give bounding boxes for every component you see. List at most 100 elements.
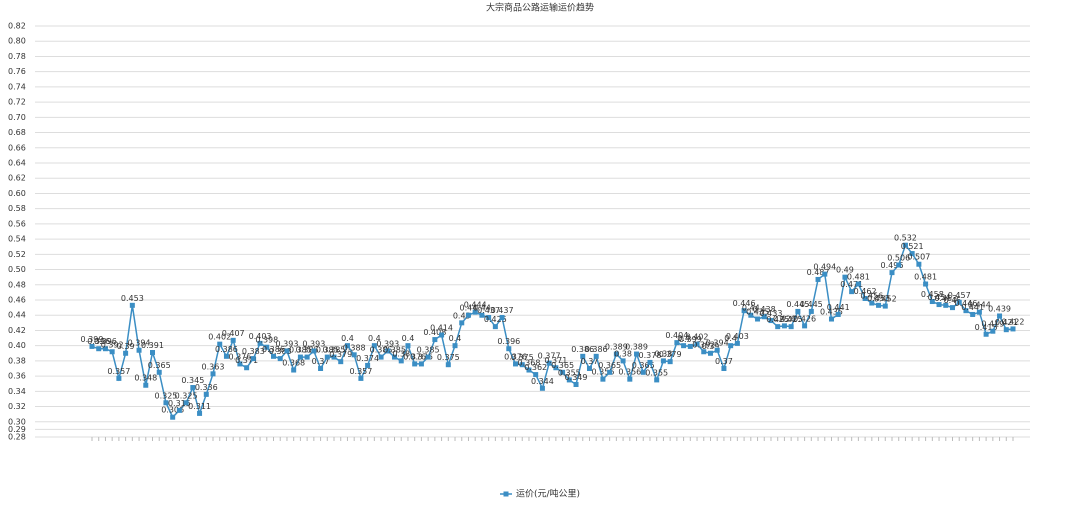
data-point	[492, 324, 498, 330]
data-label: 0.368	[518, 359, 541, 368]
y-tick-label: 0.64	[8, 159, 26, 168]
data-point	[465, 312, 471, 318]
data-label: 0.452	[874, 295, 897, 304]
y-tick-label: 0.48	[8, 280, 26, 289]
data-label: 0.532	[894, 234, 917, 243]
data-point	[425, 354, 431, 360]
data-label: 0.45	[944, 296, 962, 305]
data-label: 0.345	[181, 376, 204, 385]
data-label: 0.4	[402, 334, 415, 343]
data-point	[344, 343, 350, 349]
data-label: 0.365	[551, 361, 574, 370]
data-label: 0.402	[686, 333, 709, 342]
y-tick-label: 0.60	[8, 189, 26, 198]
data-label: 0.441	[827, 303, 850, 312]
data-label: 0.403	[726, 332, 749, 341]
data-label: 0.437	[491, 306, 514, 315]
data-point	[143, 382, 149, 388]
data-point	[627, 376, 633, 382]
data-label: 0.325	[154, 391, 177, 400]
data-point	[640, 369, 646, 375]
data-point	[560, 369, 566, 375]
data-point	[855, 281, 861, 287]
data-label: 0.357	[349, 367, 372, 376]
data-label: 0.394	[128, 339, 151, 348]
data-label: 0.454	[928, 293, 951, 302]
data-point	[338, 359, 344, 365]
data-label: 0.386	[585, 345, 608, 354]
data-point	[949, 305, 955, 311]
data-label: 0.456	[860, 292, 883, 301]
y-tick-label: 0.30	[8, 417, 26, 426]
data-label: 0.356	[591, 368, 614, 377]
chart-title: 大宗商品公路运输运价趋势	[486, 2, 594, 14]
data-point	[734, 340, 740, 346]
legend-label: 运价(元/吨公里)	[516, 488, 580, 500]
y-tick-label: 0.32	[8, 402, 26, 411]
data-label: 0.355	[558, 368, 581, 377]
data-point	[479, 312, 485, 318]
data-label: 0.399	[81, 335, 104, 344]
data-point	[580, 353, 586, 359]
data-label: 0.435	[820, 308, 843, 317]
data-point	[506, 346, 512, 352]
data-point	[513, 361, 519, 367]
data-label: 0.38	[392, 349, 410, 358]
data-point	[802, 323, 808, 329]
data-point	[781, 323, 787, 329]
y-tick-label: 0.62	[8, 174, 26, 183]
data-point	[768, 318, 774, 324]
data-point	[197, 410, 203, 416]
data-label: 0.385	[296, 346, 319, 355]
data-label: 0.349	[565, 373, 588, 382]
data-label: 0.415	[975, 323, 998, 332]
data-point	[634, 351, 640, 357]
data-label: 0.441	[961, 303, 984, 312]
data-label: 0.38	[614, 349, 632, 358]
data-point	[311, 348, 317, 354]
data-label: 0.453	[934, 294, 957, 303]
data-point	[385, 348, 391, 354]
data-label: 0.393	[302, 339, 325, 348]
data-label: 0.306	[161, 406, 184, 415]
data-label: 0.392	[101, 340, 124, 349]
data-label: 0.371	[235, 356, 258, 365]
data-label: 0.385	[417, 346, 440, 355]
data-label: 0.385	[316, 346, 339, 355]
data-point	[96, 346, 102, 352]
data-point	[223, 353, 229, 359]
data-point	[418, 361, 424, 367]
data-point	[593, 353, 599, 359]
y-tick-label: 0.74	[8, 82, 26, 91]
data-label: 0.44	[460, 304, 478, 313]
data-point	[331, 354, 337, 360]
data-point	[398, 358, 404, 364]
data-label: 0.39	[702, 342, 720, 351]
data-label: 0.444	[968, 301, 991, 310]
data-point	[102, 346, 108, 352]
data-point	[654, 377, 660, 383]
data-point	[660, 358, 666, 364]
data-point	[412, 361, 418, 367]
data-point	[828, 316, 834, 322]
data-label: 0.376	[228, 352, 251, 361]
data-label: 0.393	[376, 339, 399, 348]
data-point	[244, 365, 250, 371]
data-point	[976, 309, 982, 315]
data-point	[264, 344, 270, 350]
data-label: 0.445	[800, 300, 823, 309]
data-label: 0.368	[282, 359, 305, 368]
data-label: 0.376	[410, 352, 433, 361]
data-point	[459, 320, 465, 326]
data-label: 0.403	[249, 332, 272, 341]
data-label: 0.439	[988, 304, 1011, 313]
y-tick-label: 0.52	[8, 250, 26, 259]
y-tick-label: 0.66	[8, 143, 26, 152]
data-point	[835, 311, 841, 317]
y-tick-label: 0.68	[8, 128, 26, 137]
data-label: 0.494	[813, 263, 836, 272]
data-point	[1010, 326, 1016, 332]
data-point	[721, 366, 727, 371]
data-point	[586, 366, 592, 371]
data-point	[896, 262, 902, 268]
